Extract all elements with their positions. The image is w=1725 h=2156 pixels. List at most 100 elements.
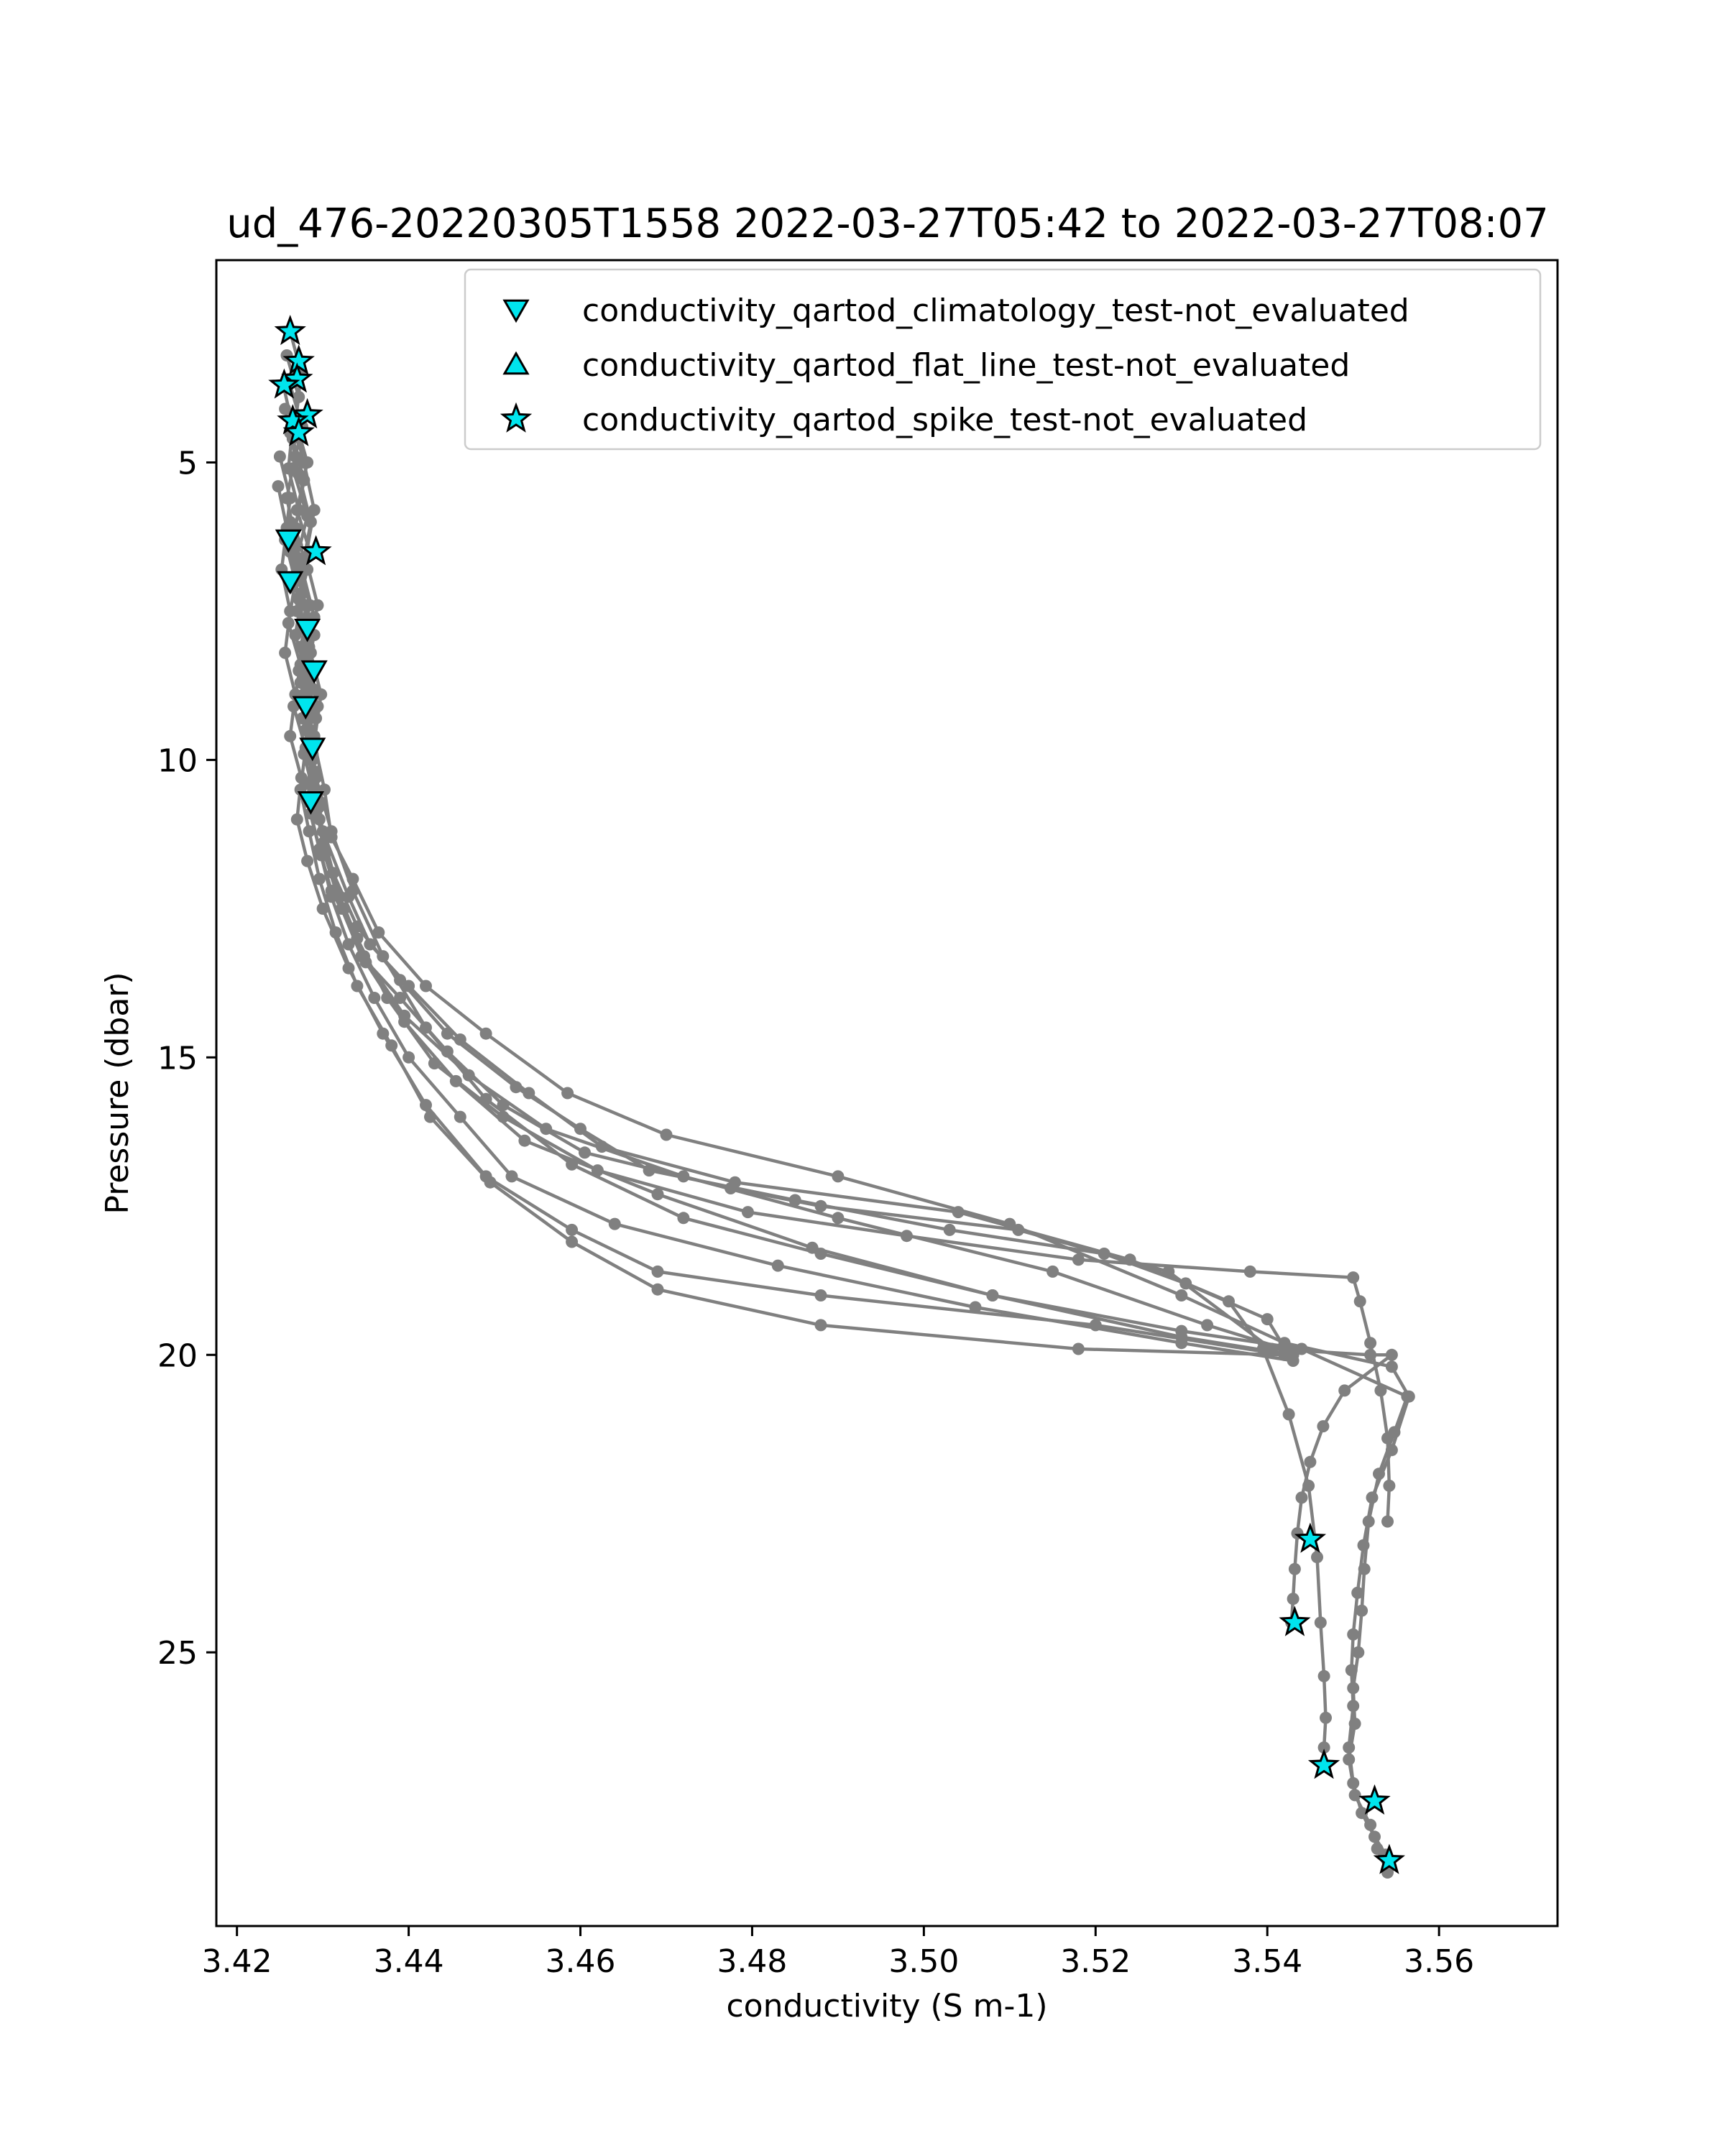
profile-point <box>1302 1479 1315 1492</box>
profile-point <box>540 1123 553 1135</box>
spike-flag-marker <box>282 344 315 375</box>
spike-flag-marker <box>1307 1749 1340 1779</box>
profile-point <box>1098 1248 1110 1260</box>
plot-frame <box>215 259 1559 1927</box>
profile-point <box>1352 1646 1365 1659</box>
profile-point <box>342 938 355 951</box>
profile-point <box>1371 1842 1384 1855</box>
x-tick-label: 3.44 <box>374 1943 444 1980</box>
profile-point <box>1072 1342 1085 1355</box>
climatology-flag-marker <box>297 791 324 815</box>
profile-point <box>293 593 305 606</box>
profile-line <box>276 486 1285 1357</box>
legend-box <box>464 268 1542 451</box>
profile-point <box>284 515 297 528</box>
profile-point <box>1072 1253 1085 1266</box>
spike-flag-marker <box>268 368 300 399</box>
profile-point <box>1388 1426 1401 1439</box>
profile-point <box>294 676 307 689</box>
profile-series-9 <box>272 480 1291 1361</box>
axes-layer: 3.42 3.44 3.46 3.48 3.50 3.52 3.54 3.56 5 10 15 20 2… <box>157 445 1474 1980</box>
profile-point <box>566 1223 579 1236</box>
profile-point <box>1385 1360 1398 1373</box>
legend-items: conductivity_qartod_climatology_test-not… <box>500 292 1409 438</box>
profile-series-11 <box>284 545 1300 1361</box>
spike-flag-marker <box>281 362 313 393</box>
profile-point <box>651 1265 664 1278</box>
x-tick-label: 3.50 <box>888 1943 959 1980</box>
profile-point <box>279 402 292 415</box>
profile-point <box>651 1283 664 1296</box>
legend-item-label: conductivity_qartod_flat_line_test-not_e… <box>582 347 1350 384</box>
profile-point <box>479 1092 492 1105</box>
profile-point <box>313 872 326 885</box>
profile-point <box>1179 1277 1192 1290</box>
profile-point <box>372 926 385 939</box>
profile-point <box>518 1134 531 1147</box>
profile-point <box>1362 1515 1375 1528</box>
profile-point <box>325 890 338 903</box>
profile-point <box>316 902 329 915</box>
profile-point <box>303 825 316 838</box>
profile-point <box>1243 1265 1256 1278</box>
profile-point <box>788 1194 801 1207</box>
profile-point <box>574 1123 586 1135</box>
profile-point <box>1282 1408 1295 1421</box>
spike-flag-marker <box>1373 1843 1405 1874</box>
y-tick-label: 25 <box>157 1635 198 1672</box>
profile-point <box>1317 1669 1330 1682</box>
profile-point <box>771 1259 784 1272</box>
profile-point <box>1353 1295 1366 1308</box>
profile-point <box>566 1235 579 1248</box>
profile-point <box>398 1009 411 1022</box>
profile-point <box>368 992 381 1004</box>
profile-point <box>832 1170 845 1183</box>
profile-point <box>273 450 286 463</box>
spike-flag-marker <box>1279 1606 1311 1636</box>
spike-flag-markers <box>268 315 1405 1874</box>
profile-point <box>358 950 370 963</box>
profile-point <box>293 504 305 517</box>
profile-point <box>420 1099 432 1112</box>
legend: conductivity_qartod_climatology_test-not… <box>464 268 1542 451</box>
spike-flag-marker <box>1294 1522 1327 1553</box>
profile-point <box>284 604 297 617</box>
profile-point <box>301 854 314 867</box>
legend-item: conductivity_qartod_climatology_test-not… <box>502 292 1409 329</box>
profile-point <box>643 1164 656 1177</box>
profile-point <box>402 980 415 992</box>
legend-star-marker <box>500 402 533 433</box>
profile-point <box>420 980 432 992</box>
x-tick-label: 3.42 <box>202 1943 272 1980</box>
profile-point <box>986 1289 999 1302</box>
profile-point <box>1373 1468 1385 1480</box>
profile-point <box>1347 1271 1360 1284</box>
profile-point <box>1347 1628 1360 1641</box>
legend-item-label: conductivity_qartod_spike_test-not_evalu… <box>582 402 1307 438</box>
profile-point <box>1295 1342 1308 1355</box>
profile-point <box>449 1074 462 1087</box>
climatology-flag-marker <box>277 571 304 595</box>
profile-point <box>334 890 346 903</box>
profile-point <box>1287 1348 1300 1361</box>
profile-point <box>1046 1265 1059 1278</box>
climatology-flag-marker <box>275 529 302 553</box>
profile-point <box>1364 1337 1377 1350</box>
profile-point <box>479 1027 492 1040</box>
profile-point <box>561 1087 574 1100</box>
profile-point <box>660 1128 673 1141</box>
profile-point <box>1288 1562 1301 1575</box>
profile-point <box>1383 1479 1396 1492</box>
profile-point <box>315 849 328 862</box>
profile-point <box>1201 1319 1214 1332</box>
profile-point <box>284 492 297 505</box>
profile-point <box>1347 1682 1360 1695</box>
profile-point <box>1351 1586 1364 1599</box>
profile-point <box>1385 1348 1398 1361</box>
profile-point <box>814 1289 827 1302</box>
profile-point <box>301 510 314 522</box>
profile-point <box>1175 1330 1188 1343</box>
profile-point <box>394 992 407 1004</box>
profile-point <box>1356 1604 1368 1617</box>
